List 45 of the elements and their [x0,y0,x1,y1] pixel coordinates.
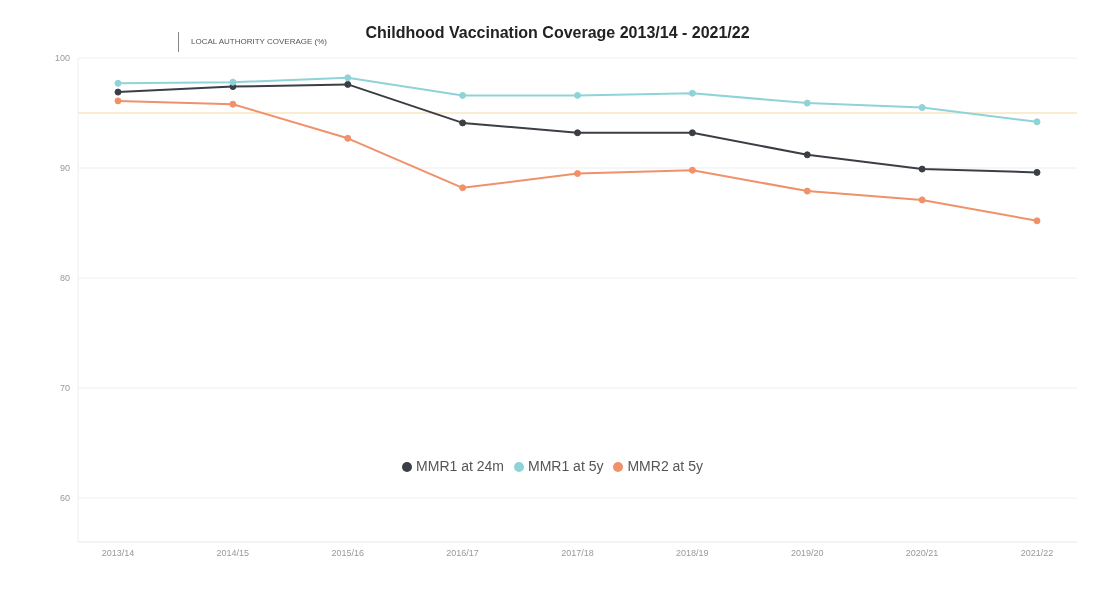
point [114,79,122,87]
x-tick-label: 2013/14 [101,548,135,559]
point [688,166,696,174]
text: LOCAL AUTHORITY COVERAGE (%) [178,32,328,52]
point [459,119,467,127]
point [1033,168,1041,176]
point [803,187,811,195]
point [574,170,581,177]
point [459,91,467,99]
point [1033,217,1041,225]
x-tick-label: 2016/17 [446,548,479,559]
x-tick-label: 2021/22 [1020,548,1054,559]
x-tick-label: 2015/16 [331,548,365,559]
point [803,151,811,159]
x-tick-label: 2017/18 [561,548,594,559]
x-tick-label: 2019/20 [790,548,824,559]
legend-label: MMR1 at 5y [527,458,604,474]
y-tick-label: 60 [59,493,70,504]
point [114,88,122,96]
point [918,104,926,111]
point [459,184,467,192]
point [114,97,122,105]
point [688,89,696,97]
x-tick-label: 2014/15 [216,548,250,559]
point [1033,118,1041,126]
y-tick-label: 100 [54,53,70,64]
x-tick-label: 2020/21 [905,548,939,559]
point [574,91,581,99]
y-tick-label: 90 [59,163,70,174]
point [344,80,352,88]
chart-title: Childhood Vaccination Coverage 2013/14 - 2021/22 [365,24,750,41]
point [344,134,352,142]
y-tick-label: 80 [59,273,70,284]
point [803,99,811,107]
point [229,78,237,86]
point [574,129,581,137]
legend-label: MMR1 at 24m [416,458,504,474]
point [918,196,926,204]
point [918,165,926,173]
point [688,129,696,137]
legend-label: MMR2 at 5y [627,458,703,474]
point [344,74,352,82]
x-tick-label: 2018/19 [676,548,709,559]
point [229,100,237,108]
y-tick-label: 70 [59,383,70,394]
